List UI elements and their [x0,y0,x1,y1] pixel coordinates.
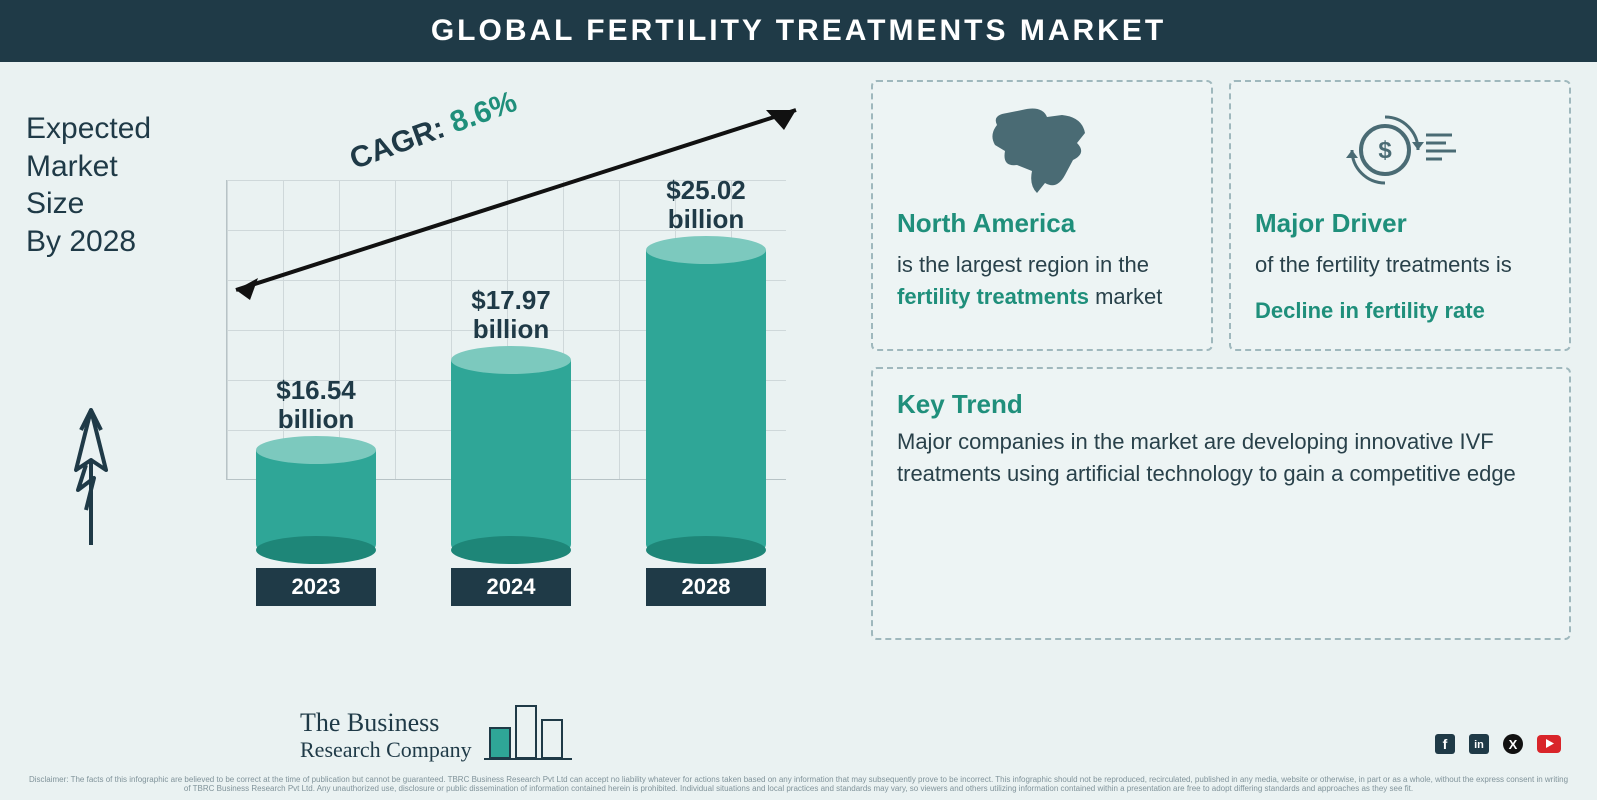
info-cards: North America is the largest region in t… [871,80,1571,640]
page-title: GLOBAL FERTILITY TREATMENTS MARKET [431,14,1166,47]
chart-panel: Expected Market Size By 2028 CAGR: 8.6% … [26,80,849,640]
svg-text:X: X [1509,737,1518,752]
chart-bars: $16.54billion2023$17.97billion2024$25.02… [226,120,836,590]
disclaimer-text: Disclaimer: The facts of this infographi… [26,713,1571,794]
svg-text:$: $ [1378,137,1392,164]
chart-bar [256,450,376,550]
bar-year-label: 2023 [256,568,376,606]
linkedin-icon[interactable]: in [1469,734,1489,754]
driver-title: Major Driver [1255,208,1545,239]
footer: The Business Research Company f in X Dis… [0,713,1597,800]
trend-card: Key Trend Major companies in the market … [871,367,1571,640]
bar-value-label: $16.54billion [246,376,386,433]
company-logo: The Business Research Company [300,692,574,762]
driver-text: of the fertility treatments is Decline i… [1255,249,1545,327]
dollar-cycle-icon: $ [1255,102,1545,198]
x-icon[interactable]: X [1503,734,1523,754]
growth-bolt-icon [56,370,126,550]
bar-year-label: 2024 [451,568,571,606]
trend-text: Major companies in the market are develo… [897,426,1545,490]
page-title-bar: GLOBAL FERTILITY TREATMENTS MARKET [0,0,1597,62]
main-content: Expected Market Size By 2028 CAGR: 8.6% … [0,62,1597,640]
svg-text:f: f [1443,736,1448,752]
driver-card: $ Major Driver of the fertility treatmen… [1229,80,1571,351]
chart-bar [646,250,766,550]
region-title: North America [897,208,1187,239]
expected-size-label: Expected Market Size By 2028 [26,110,151,260]
logo-bars-icon [484,692,574,762]
bar-value-label: $17.97billion [441,286,581,343]
chart-bar [451,360,571,550]
region-card: North America is the largest region in t… [871,80,1213,351]
trend-title: Key Trend [897,389,1545,420]
youtube-icon[interactable] [1537,734,1557,754]
bar-value-label: $25.02billion [636,176,776,233]
svg-text:in: in [1474,739,1484,751]
social-links: f in X [1435,734,1557,754]
bar-year-label: 2028 [646,568,766,606]
north-america-map-icon [897,102,1187,198]
facebook-icon[interactable]: f [1435,734,1455,754]
region-text: is the largest region in the fertility t… [897,249,1187,313]
market-size-chart: CAGR: 8.6% $16.54billion2023$17.97billio… [226,120,836,590]
